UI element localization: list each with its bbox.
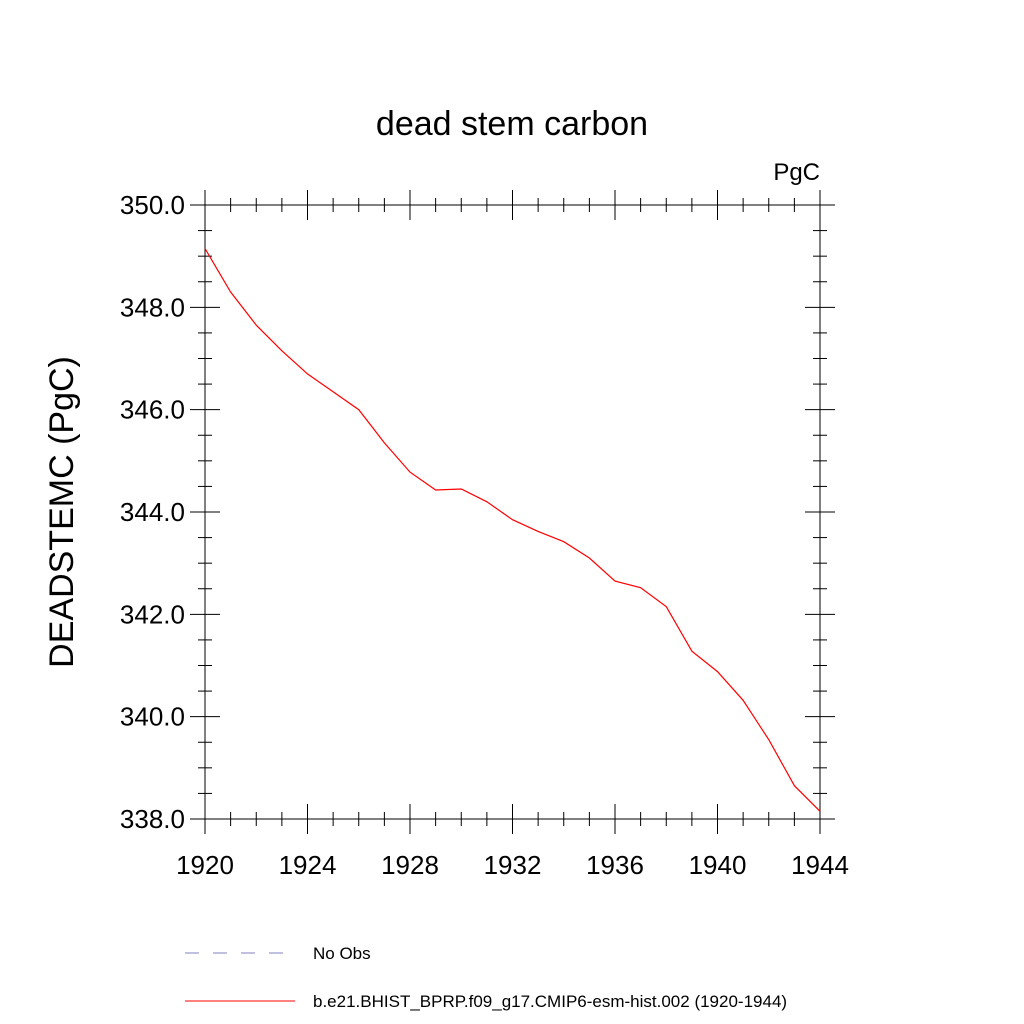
y-tick-label: 344.0 [120, 497, 185, 527]
y-axis-label: DEADSTEMC (PgC) [43, 356, 81, 668]
series-lines [204, 248, 821, 812]
plot-frame [204, 204, 821, 820]
x-tick-label: 1936 [586, 850, 644, 880]
series-line [204, 248, 821, 812]
y-tick-label: 340.0 [120, 702, 185, 732]
y-tick-label: 346.0 [120, 395, 185, 425]
x-tick-label: 1944 [791, 850, 849, 880]
y-tick-label: 342.0 [120, 599, 185, 629]
y-tick-label: 350.0 [120, 190, 185, 220]
y-tick-label: 348.0 [120, 292, 185, 322]
x-tick-label: 1940 [689, 850, 747, 880]
legend-label: b.e21.BHIST_BPRP.f09_g17.CMIP6-esm-hist.… [313, 992, 787, 1011]
x-tick-label: 1932 [484, 850, 542, 880]
x-tick-label: 1924 [279, 850, 337, 880]
x-tick-label: 1928 [381, 850, 439, 880]
legend: No Obs b.e21.BHIST_BPRP.f09_g17.CMIP6-esm… [185, 944, 787, 1011]
chart-title: dead stem carbon [376, 105, 648, 143]
axis-tick-labels: 1920 1924 1928 1932 1936 1940 1944 338.0 340.0 34… [120, 190, 849, 880]
y-tick-label: 338.0 [120, 804, 185, 834]
axis-ticks [190, 190, 835, 834]
legend-label: No Obs [313, 944, 371, 963]
units-label: PgC [773, 159, 820, 186]
x-tick-label: 1920 [176, 850, 234, 880]
